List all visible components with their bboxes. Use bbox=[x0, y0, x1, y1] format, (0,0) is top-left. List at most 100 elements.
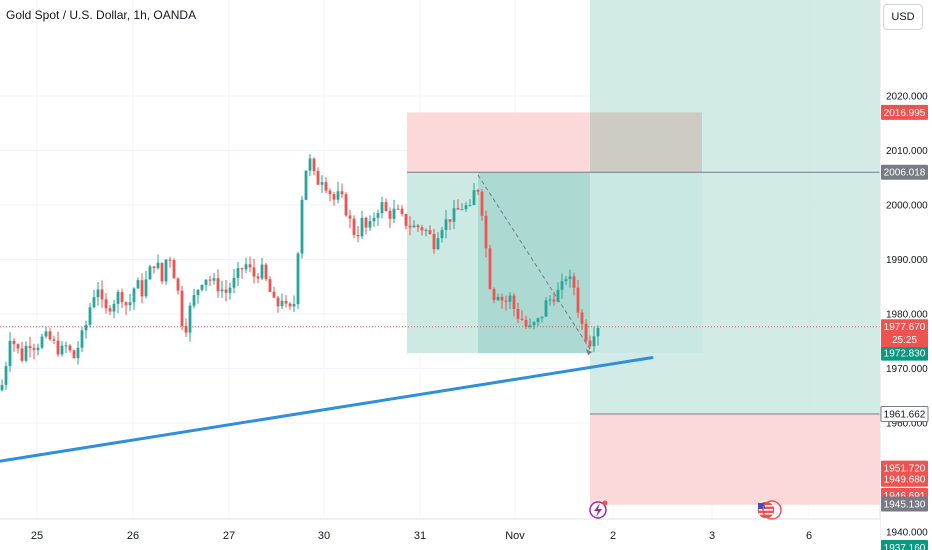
candle-body bbox=[324, 182, 328, 191]
candle-body bbox=[8, 340, 12, 367]
candle-body bbox=[16, 344, 20, 349]
us-flag-stripe bbox=[759, 513, 773, 515]
candle-body bbox=[120, 292, 124, 303]
candle-body bbox=[160, 262, 164, 282]
candle-body bbox=[464, 205, 468, 210]
candle-body bbox=[572, 276, 576, 288]
candle-body bbox=[128, 302, 132, 306]
candle-body bbox=[200, 284, 204, 290]
candle-body bbox=[224, 289, 228, 293]
x-tick-label: Nov bbox=[505, 530, 525, 542]
candle-body bbox=[484, 215, 488, 249]
candle-body bbox=[552, 299, 556, 302]
candle-body bbox=[532, 322, 536, 326]
price-tag bbox=[881, 345, 928, 361]
candle-body bbox=[316, 171, 320, 185]
candle-body bbox=[184, 325, 188, 333]
candle-body bbox=[352, 218, 356, 235]
y-tick-label: 2020.000 bbox=[886, 92, 928, 103]
currency-selector[interactable]: USD bbox=[883, 4, 923, 30]
target-zone-right bbox=[590, 0, 880, 414]
candle-body bbox=[444, 219, 448, 230]
candle-body bbox=[596, 327, 600, 337]
candle-body bbox=[528, 325, 532, 327]
candle-body bbox=[296, 253, 300, 305]
candle-body bbox=[280, 300, 284, 307]
candles bbox=[0, 154, 600, 392]
candle-body bbox=[288, 303, 292, 307]
candle-body bbox=[328, 190, 332, 195]
x-tick-label: 2 bbox=[610, 530, 616, 542]
candle-body bbox=[456, 208, 460, 210]
candle-body bbox=[52, 339, 56, 341]
candle-body bbox=[28, 345, 32, 349]
candle-body bbox=[500, 296, 504, 301]
candle-body bbox=[44, 331, 48, 337]
candle-body bbox=[384, 202, 388, 211]
price-tag-text: 1961.662 bbox=[884, 409, 926, 420]
candle-body bbox=[40, 336, 44, 348]
candle-body bbox=[216, 278, 220, 292]
candle-body bbox=[264, 264, 268, 280]
candle-body bbox=[196, 289, 200, 296]
current-price-tag bbox=[881, 319, 928, 348]
candle-body bbox=[448, 219, 452, 222]
candle-body bbox=[428, 230, 432, 234]
candle-body bbox=[416, 225, 420, 228]
candle-body bbox=[360, 217, 364, 237]
us-flag-stripe bbox=[759, 505, 773, 507]
lightning-event-icon bbox=[589, 500, 608, 519]
price-tag-text: 1945.130 bbox=[884, 500, 926, 511]
candle-body bbox=[452, 208, 456, 222]
candle-body bbox=[240, 268, 244, 270]
price-tag-text: 1937.160 bbox=[884, 543, 926, 550]
candle-body bbox=[460, 209, 464, 211]
candle-body bbox=[248, 264, 252, 268]
candle-body bbox=[116, 292, 120, 304]
us-flag-canton bbox=[758, 503, 765, 509]
trendline bbox=[0, 356, 654, 463]
candle-body bbox=[276, 297, 280, 307]
candle-body bbox=[496, 296, 500, 301]
us-flag-stripe bbox=[759, 509, 773, 511]
candle-body bbox=[140, 280, 144, 297]
x-tick-label: 25 bbox=[31, 530, 43, 542]
candle-body bbox=[180, 290, 184, 326]
candle-body bbox=[172, 260, 176, 279]
candle-body bbox=[104, 299, 108, 309]
x-tick-label: 3 bbox=[709, 530, 715, 542]
price-tag-text: 1949.680 bbox=[884, 475, 926, 486]
x-tick-label: 30 bbox=[318, 530, 330, 542]
candle-body bbox=[412, 225, 416, 228]
candle-body bbox=[472, 190, 476, 206]
price-tag bbox=[881, 164, 928, 180]
candle-body bbox=[164, 259, 168, 282]
candle-body bbox=[568, 276, 572, 280]
candle-body bbox=[60, 345, 64, 355]
candle-body bbox=[20, 348, 24, 361]
candle-body bbox=[152, 266, 156, 269]
candle-body bbox=[236, 268, 240, 278]
candle-body bbox=[80, 330, 84, 348]
price-tag-text: 1972.830 bbox=[884, 349, 926, 360]
candle-body bbox=[272, 291, 276, 298]
y-tick-label: 2000.000 bbox=[886, 201, 928, 212]
candle-body bbox=[476, 190, 480, 192]
candle-body bbox=[48, 331, 52, 340]
candle-body bbox=[284, 300, 288, 304]
candle-body bbox=[56, 340, 60, 355]
candle-body bbox=[344, 194, 348, 216]
position-zones bbox=[407, 0, 880, 505]
candle-body bbox=[524, 319, 528, 327]
candle-body bbox=[168, 259, 172, 261]
candle-body bbox=[124, 302, 128, 306]
candle-body bbox=[312, 158, 316, 172]
candle-body bbox=[144, 279, 148, 297]
candle-body bbox=[468, 205, 472, 207]
candle-body bbox=[364, 217, 368, 228]
candle-body bbox=[88, 307, 92, 325]
candle-body bbox=[0, 384, 4, 391]
candle-body bbox=[536, 318, 540, 323]
